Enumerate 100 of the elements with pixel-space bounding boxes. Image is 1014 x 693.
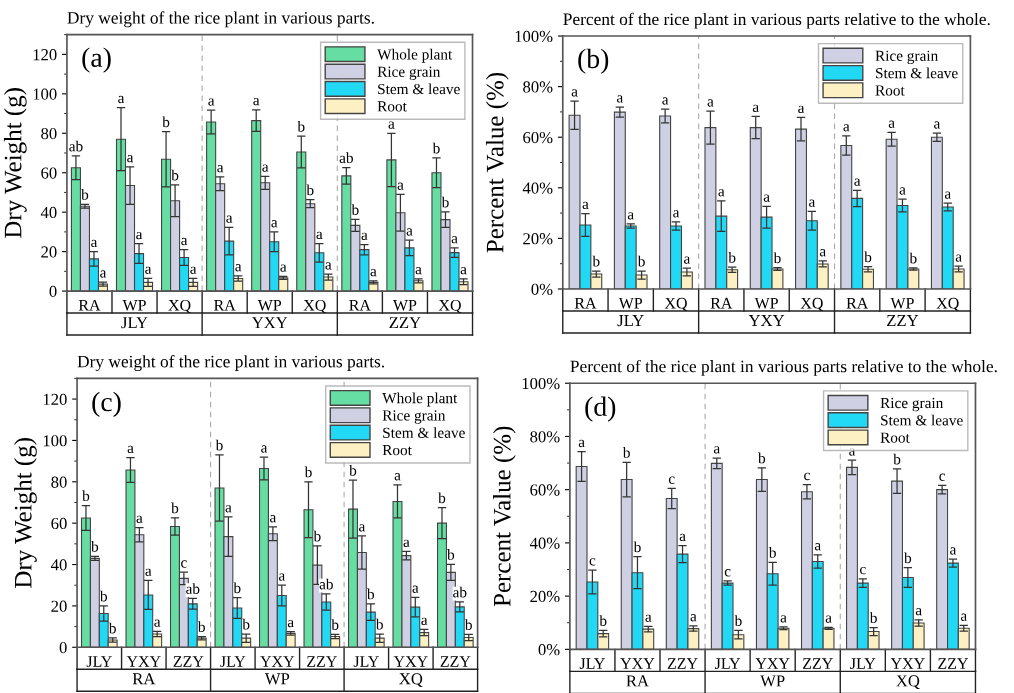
- data-label: b: [773, 252, 781, 264]
- y-tick-label: 100%: [522, 377, 560, 390]
- x-tick-label: YXY: [890, 658, 925, 669]
- legend-label: Rice grain: [377, 66, 441, 81]
- text: ZZY: [887, 315, 919, 326]
- data-label: b: [758, 452, 766, 464]
- y-tick-label: 80%: [530, 431, 560, 443]
- legend-label: Rice grain: [382, 410, 446, 424]
- data-label: a: [370, 268, 377, 277]
- data-label: b: [447, 549, 455, 560]
- data-label: b: [464, 619, 472, 630]
- data-label: c: [859, 566, 866, 575]
- chart-title: Percent of the rice plant in various parts relative to the whole.: [570, 359, 997, 376]
- data-label: b: [171, 169, 179, 181]
- legend-label: Stem & leave: [881, 414, 963, 426]
- data-label: ab: [319, 578, 333, 590]
- data-label: b: [351, 204, 359, 215]
- x-tick-label: JLY: [850, 658, 876, 669]
- data-label: a: [412, 585, 419, 593]
- data-label: c: [939, 473, 946, 481]
- x-tick-label: YXY: [260, 656, 295, 667]
- text: XQ: [399, 673, 423, 687]
- chart-title: Percent of the rice plant in various parts relative to the whole.: [563, 12, 990, 29]
- data-label: b: [366, 588, 375, 600]
- legend-label: Stem & leave: [378, 83, 460, 95]
- data-label: a: [843, 124, 850, 132]
- x-tick-label: JLY: [353, 656, 379, 667]
- annotation: (c): [92, 391, 121, 418]
- data-label: a: [154, 619, 161, 627]
- data-label: b: [171, 502, 179, 514]
- text: JLY: [121, 317, 148, 329]
- data-label: a: [397, 182, 404, 190]
- data-label: a: [261, 445, 268, 453]
- data-label: ab: [339, 152, 353, 164]
- data-label: a: [361, 232, 368, 241]
- data-label: a: [316, 231, 323, 240]
- y-tick-label: 40%: [522, 182, 553, 194]
- data-label: b: [728, 251, 736, 263]
- legend-label: Rice grain: [880, 397, 944, 412]
- data-label: b: [869, 612, 877, 624]
- annotation: (a): [82, 47, 111, 73]
- text: WP: [760, 675, 785, 687]
- x-tick-label: JLY: [714, 658, 741, 669]
- data-label: b: [197, 621, 205, 633]
- data-label: b: [909, 252, 917, 264]
- x-tick-label: JLY: [579, 658, 605, 669]
- text: XQ: [896, 675, 920, 690]
- data-label: a: [91, 239, 98, 248]
- data-label: a: [849, 448, 856, 456]
- data-label: a: [262, 164, 269, 172]
- data-label: b: [99, 590, 107, 602]
- data-label: a: [280, 264, 287, 272]
- legend-label: Whole plant: [377, 48, 453, 63]
- data-label: a: [645, 614, 652, 622]
- data-label: b: [215, 439, 223, 451]
- y-tick-label: 0: [49, 285, 57, 298]
- y-tick-label: 40: [51, 559, 67, 571]
- y-tick-label: 100: [33, 88, 57, 100]
- x-tick-label: YXY: [393, 656, 428, 667]
- legend-label: Root: [377, 101, 407, 112]
- data-label: a: [819, 249, 826, 257]
- data-label: a: [707, 99, 714, 107]
- x-tick-label: ZZY: [667, 658, 698, 669]
- data-label: a: [899, 187, 906, 195]
- x-tick-label: ZZY: [938, 658, 969, 669]
- data-label: b: [91, 541, 99, 552]
- data-label: a: [616, 95, 624, 103]
- y-tick-label: 60: [41, 167, 57, 179]
- data-label: a: [854, 178, 861, 186]
- y-tick-label: 120: [43, 393, 67, 406]
- data-label: a: [915, 607, 922, 616]
- data-label: a: [955, 254, 962, 262]
- text: WP: [264, 673, 290, 685]
- data-label: c: [804, 472, 810, 481]
- data-label: b: [441, 196, 449, 208]
- data-label: ab: [69, 140, 83, 152]
- chart-title: Dry weight of the rice plant in various parts.: [67, 11, 374, 28]
- data-label: b: [893, 453, 901, 465]
- y-tick-label: 20: [41, 246, 57, 258]
- data-label: b: [233, 582, 241, 594]
- data-label: a: [679, 533, 686, 542]
- chart-title: Dry weight of the rice plant in various parts.: [77, 355, 384, 372]
- y-tick-label: 120: [33, 49, 57, 61]
- x-tick-label: YXY: [620, 658, 655, 669]
- x-tick-label: WP: [257, 300, 282, 311]
- data-label: a: [118, 95, 125, 104]
- x-tick-label: RA: [78, 299, 101, 311]
- legend-label: Root: [880, 432, 910, 443]
- data-label: b: [633, 541, 641, 553]
- data-label: b: [864, 251, 872, 263]
- y-tick-label: 40%: [529, 537, 560, 549]
- y-tick-label: 100: [43, 435, 67, 447]
- data-label: a: [127, 445, 134, 454]
- data-label: a: [451, 236, 458, 244]
- x-tick-label: XQ: [664, 297, 688, 311]
- x-tick-label: RA: [846, 297, 869, 309]
- x-tick-label: WP: [618, 297, 643, 309]
- data-label: b: [242, 618, 250, 630]
- data-label: a: [208, 98, 215, 106]
- data-label: a: [809, 199, 816, 207]
